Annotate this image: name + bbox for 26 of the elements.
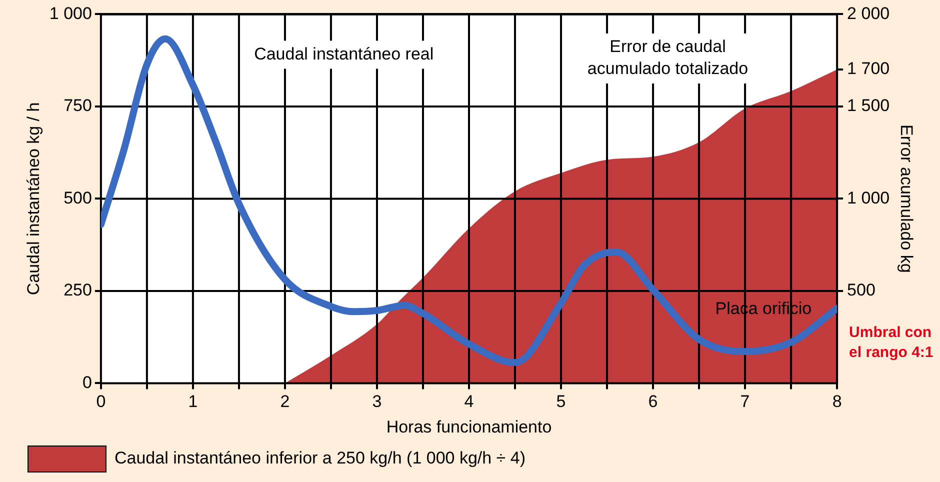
y2-tick-label: 1 000 [847,188,890,208]
y-tick-label: 0 [82,372,92,392]
x-tick-label: 2 [280,392,290,412]
x-tick-label: 1 [188,392,198,412]
x-tick-label: 4 [464,392,474,412]
text: Umbral con el rango 4:1 [849,324,934,361]
y2-tick-label: 500 [847,280,876,300]
y2-tick-label: 2 000 [847,4,890,23]
x-tick-label: 7 [740,392,750,412]
x-tick-label: 5 [556,392,566,412]
y2-axis-title: Error acumulado kg [897,124,916,273]
y-axis-title: Caudal instantáneo kg / h [24,102,43,296]
x-tick-label: 3 [372,392,382,412]
x-axis-title: Horas funcionamiento [386,417,552,436]
y-tick-label: 1 000 [49,4,92,23]
y2-tick-label: 1 700 [847,59,890,78]
y-tick-label: 750 [64,96,92,116]
y2-tick-label: 1 500 [847,96,890,116]
legend-label: Caudal instantáneo inferior a 250 kg/h (1 000 kg/h ÷ 4) [114,448,526,468]
annotation: Caudal instantáneo real [254,44,434,64]
y-tick-label: 500 [64,188,92,208]
x-tick-label: 0 [96,392,106,412]
x-tick-label: 8 [832,392,842,412]
annotation: Error de caudal acumulado totalizado [587,37,748,78]
x-tick-label: 6 [648,392,658,412]
y-tick-label: 250 [64,280,92,300]
